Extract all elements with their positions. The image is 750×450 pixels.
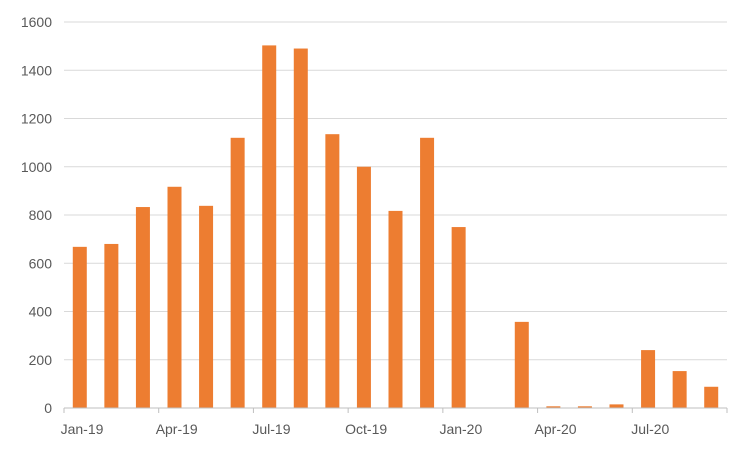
bar-apr-19 — [167, 186, 182, 408]
bar-jun-20 — [609, 404, 624, 408]
x-tick-label: Jul-20 — [631, 421, 669, 437]
x-tick-label: Jul-19 — [252, 421, 290, 437]
y-tick-label: 1000 — [21, 159, 52, 175]
bar-nov-19 — [388, 210, 403, 408]
bar-sep-20 — [704, 386, 719, 408]
bar-sep-19 — [325, 134, 340, 408]
y-tick-label: 200 — [29, 352, 53, 368]
bar-jun-19 — [230, 137, 245, 409]
bar-apr-20 — [546, 406, 561, 408]
x-tick-label: Jan-20 — [439, 421, 482, 437]
bar-jul-20 — [641, 350, 656, 408]
bar-may-20 — [577, 406, 592, 408]
bar-may-19 — [199, 205, 214, 408]
y-tick-label: 0 — [44, 400, 52, 416]
bar-mar-19 — [135, 207, 150, 408]
x-tick-labels: Jan-19 Apr-19 Jul-19 Oct-19 Jan-20 Apr-20 Jul-… — [61, 421, 670, 437]
x-tick-label: Apr-19 — [156, 421, 198, 437]
bar-jan-19 — [72, 246, 87, 408]
x-tick-label: Oct-19 — [345, 421, 387, 437]
bar-jan-20 — [451, 227, 466, 408]
bar-oct-19 — [356, 166, 371, 408]
axis-layer — [63, 407, 728, 413]
x-tick-label: Apr-20 — [535, 421, 577, 437]
y-tick-label: 1400 — [21, 62, 52, 78]
bar-jul-19 — [262, 45, 277, 409]
y-tick-label: 1600 — [21, 14, 52, 30]
bar-layer — [72, 45, 719, 409]
y-tick-labels: 0 200 400 600 800 1000 1200 1400 1600 — [21, 14, 52, 416]
bar-feb-19 — [104, 243, 119, 408]
y-tick-label: 800 — [29, 207, 53, 223]
bar-mar-20 — [514, 321, 529, 408]
bar-dec-19 — [420, 137, 435, 409]
y-tick-label: 1200 — [21, 111, 52, 127]
x-tick-label: Jan-19 — [61, 421, 104, 437]
bar-aug-19 — [293, 48, 308, 408]
y-tick-label: 400 — [29, 304, 53, 320]
bar-aug-20 — [672, 371, 687, 408]
y-tick-label: 600 — [29, 255, 53, 271]
